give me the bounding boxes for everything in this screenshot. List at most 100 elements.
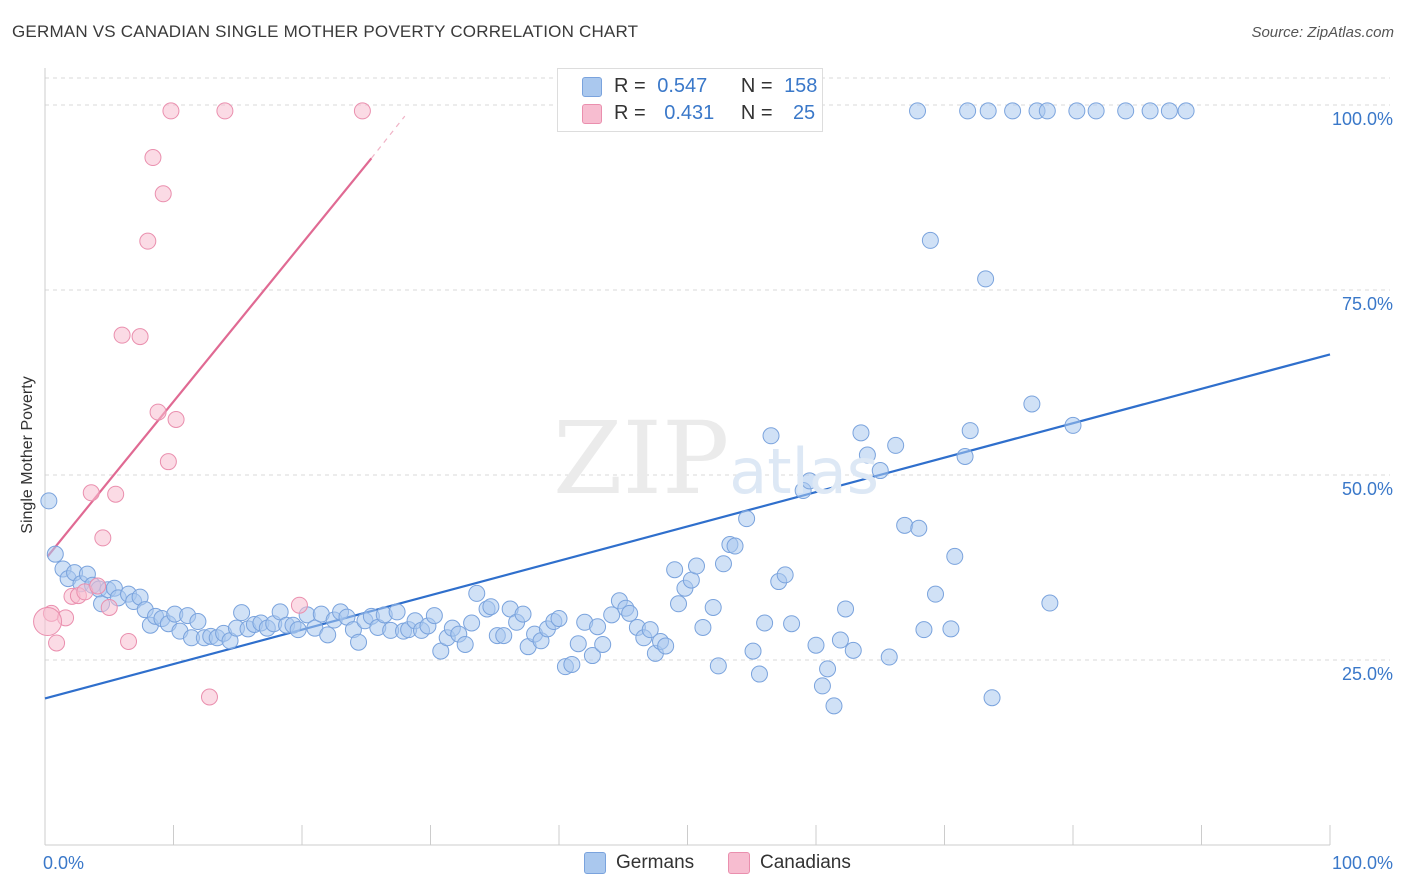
german-point	[946, 547, 964, 565]
german-point	[514, 605, 532, 623]
german-point	[807, 636, 825, 654]
canadian-point	[154, 185, 172, 203]
german-points	[40, 102, 1195, 715]
german-point	[880, 648, 898, 666]
stats-legend: R = 0.547 N = 158 R = 0.431 N = 25	[557, 68, 823, 132]
german-swatch	[582, 76, 602, 97]
german-point	[666, 561, 684, 579]
canadian-swatch	[582, 103, 602, 124]
german-point	[825, 697, 843, 715]
german-point	[961, 422, 979, 440]
german-point	[40, 492, 58, 510]
german-point	[709, 657, 727, 675]
german-point	[687, 557, 705, 575]
german-point	[456, 635, 474, 653]
german-point	[871, 462, 889, 480]
legend-item-germans: Germans	[584, 852, 694, 874]
german-point	[983, 689, 1001, 707]
german-point	[896, 516, 914, 534]
german-point	[563, 655, 581, 673]
german-point	[589, 618, 607, 636]
german-point	[550, 610, 568, 628]
canadian-point	[82, 484, 100, 502]
canadian-point	[139, 232, 157, 250]
german-point	[350, 633, 368, 651]
german-point	[603, 606, 621, 624]
canadian-point	[353, 102, 371, 120]
german-point	[704, 598, 722, 616]
canadian-point	[216, 102, 234, 120]
german-point	[858, 446, 876, 464]
r-label: R =	[614, 75, 646, 97]
german-point	[1117, 102, 1135, 120]
canadian-points	[33, 102, 371, 706]
n-label: N =	[740, 102, 773, 124]
canadian-point	[131, 328, 149, 346]
german-point	[714, 555, 732, 573]
german-point	[468, 584, 486, 602]
y-tick-label: 25.0%	[1342, 664, 1393, 684]
german-point	[844, 641, 862, 659]
german-point	[887, 436, 905, 454]
y-tick-label: 75.0%	[1342, 294, 1393, 314]
german-point	[388, 603, 406, 621]
y-axis-label: Single Mother Poverty	[19, 376, 36, 534]
german-n-value: 158	[784, 75, 818, 97]
german-point	[783, 615, 801, 633]
germans-swatch	[584, 852, 606, 874]
german-point	[977, 270, 995, 288]
canadian-point	[33, 607, 63, 637]
german-point	[776, 566, 794, 584]
canadian-point	[167, 411, 185, 428]
german-point	[910, 519, 928, 537]
canadian-n-value: 25	[792, 102, 816, 124]
german-point	[670, 595, 688, 613]
german-point	[1064, 416, 1082, 434]
canadian-point	[144, 149, 162, 167]
canadian-trend-line	[46, 157, 373, 558]
german-point	[831, 631, 849, 649]
german-point	[1038, 102, 1056, 120]
german-point	[979, 102, 997, 120]
canadian-point	[94, 529, 112, 547]
legend-row-canadians: R = 0.431 N = 25	[582, 102, 824, 126]
german-point	[959, 102, 977, 120]
legend-item-canadians: Canadians	[728, 852, 851, 874]
german-point	[819, 660, 837, 678]
german-point	[1023, 395, 1041, 413]
german-point	[738, 510, 756, 528]
german-point	[594, 635, 612, 653]
german-point	[1177, 102, 1195, 120]
x-tick-label: 100.0%	[1332, 853, 1393, 873]
german-point	[621, 604, 639, 622]
canadian-point	[120, 633, 138, 650]
german-point	[1041, 594, 1059, 612]
legend-label-germans: Germans	[616, 852, 695, 874]
german-point	[927, 585, 945, 603]
german-point	[837, 600, 855, 618]
trend-lines	[44, 115, 1331, 700]
y-tick-label: 100.0%	[1332, 109, 1393, 129]
canadian-point	[89, 577, 107, 595]
german-point	[756, 614, 774, 632]
r-label: R =	[614, 102, 646, 124]
legend-row-germans: R = 0.547 N = 158	[582, 75, 817, 99]
german-point	[1141, 102, 1159, 120]
german-point	[641, 621, 659, 639]
german-point	[583, 647, 601, 665]
canadian-point	[113, 326, 131, 344]
german-point	[482, 598, 500, 616]
canadian-point	[107, 485, 125, 503]
canadian-point	[100, 598, 118, 616]
german-point	[852, 424, 870, 442]
watermark-zip: ZIP	[553, 400, 730, 517]
german-point	[921, 231, 939, 249]
german-r-value: 0.547	[657, 75, 708, 97]
german-point	[289, 621, 307, 639]
german-point	[801, 472, 819, 490]
canadian-point	[162, 102, 180, 120]
german-point	[762, 427, 780, 445]
german-point	[425, 607, 443, 625]
gridlines	[45, 77, 1390, 661]
